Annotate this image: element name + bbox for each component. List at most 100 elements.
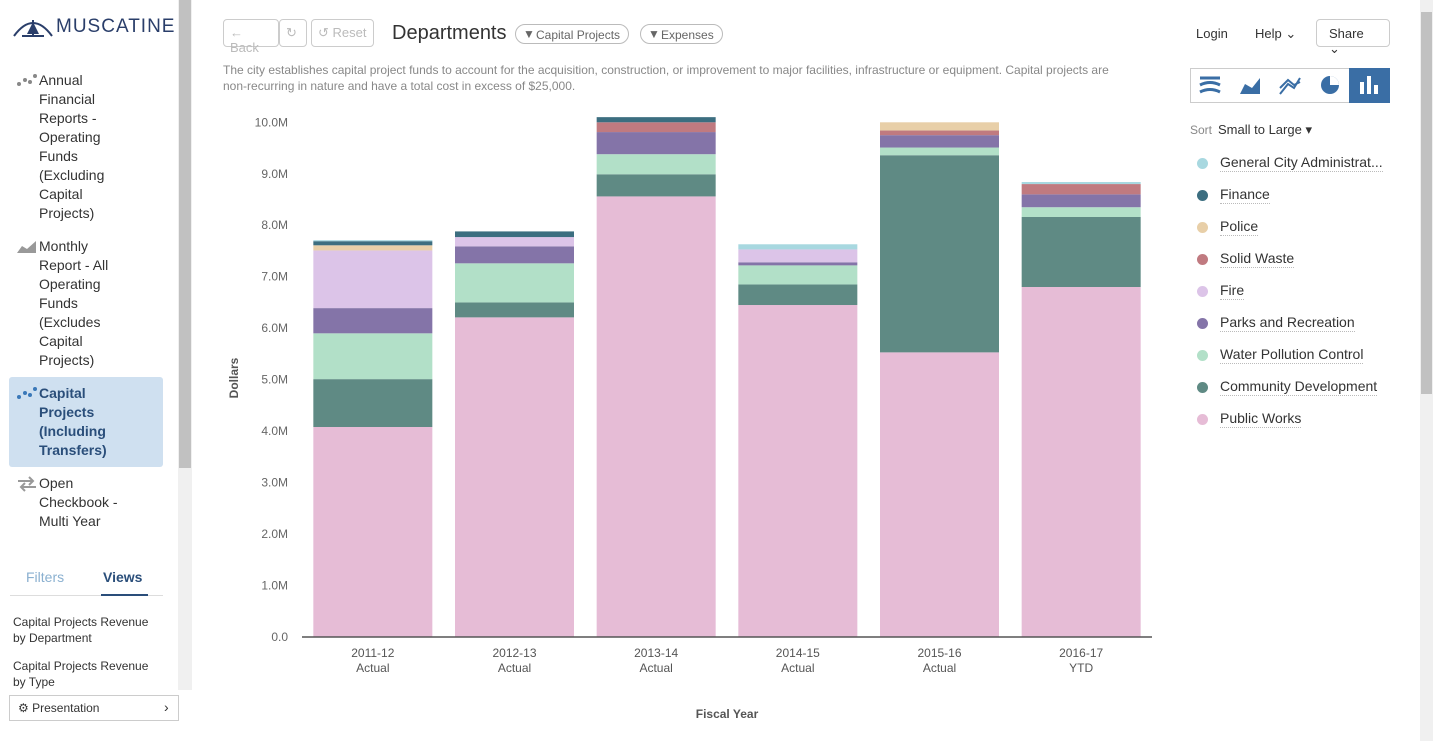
bar-segment [1021,184,1141,195]
bar-segment [596,154,716,175]
back-button[interactable]: ← Back [223,19,279,55]
y-tick-label: 6.0M [261,321,288,335]
bar-segment [1021,194,1141,208]
bar-segment [313,250,433,309]
bar-segment [455,302,574,318]
filter-pill[interactable]: ▼ Expenses [640,24,723,44]
login-link[interactable]: Login [1196,26,1228,41]
x-axis-label: Fiscal Year [696,707,759,721]
bar-segment [455,231,574,238]
chart-type-button[interactable] [1321,76,1339,94]
description: The city establishes capital project fun… [223,63,1109,93]
chart-type-button[interactable] [1199,76,1221,94]
legend-entry[interactable]: General City Administrat... [1220,154,1383,172]
y-tick-label: 3.0M [261,476,288,490]
legend-swatch [1197,222,1208,233]
y-tick-label: 8.0M [261,218,288,232]
y-tick-label: 7.0M [261,270,288,284]
nav-item[interactable]: Monthly Report - All Operating Funds (Ex… [39,238,109,368]
share-button[interactable]: Share ⌄ [1316,19,1390,56]
sort-menu[interactable]: Small to Large ▾ [1218,122,1312,137]
legend-swatch [1197,382,1208,393]
bar-segment [313,308,433,334]
bar-segment [1021,217,1141,287]
x-tick-label: 2015-16 Actual [917,646,962,675]
nav-active-bg [9,377,163,467]
help-menu[interactable]: Help ⌄ [1255,26,1297,41]
bar-segment [313,333,433,380]
nav-item[interactable]: Open Checkbook - Multi Year [39,475,118,529]
bar-segment [313,379,433,427]
nav-item[interactable]: Capital Projects (Including Transfers) [39,385,107,458]
nav-icon [17,387,37,399]
x-tick-label: 2014-15 Actual [775,646,820,675]
legend-entry[interactable]: Public Works [1220,410,1302,428]
filter-pill[interactable]: ▼ Capital Projects [515,24,630,44]
bar-segment [738,244,858,250]
bar-segment [313,241,433,246]
legend-entry[interactable]: Community Development [1220,378,1378,396]
sort-value: Small to Large [1218,122,1302,137]
presentation-button[interactable] [9,695,179,721]
sidebar: MUSCATINE Annual Financial Reports - Ope… [0,0,179,741]
presentation-text: Presentation [32,701,100,715]
help-text: Help [1255,26,1282,41]
legend-swatch [1197,318,1208,329]
bar-segment [1021,287,1141,637]
legend-swatch [1197,254,1208,265]
y-tick-label: 1.0M [261,579,288,593]
y-tick-label: 0.0 [271,630,288,644]
bar-segment [455,237,574,247]
presentation-label: ⚙ Presentation [18,701,100,715]
page-title: Departments [392,22,507,44]
nav-item[interactable]: Annual Financial Reports - Operating Fun… [39,72,105,221]
bar-segment [880,135,999,148]
tab[interactable]: Filters [26,569,65,585]
bar-segment [313,240,433,242]
bar-segment [596,196,716,638]
share-text: Share [1329,26,1364,41]
bar-segment [880,155,999,353]
reset-text: Reset [332,25,367,40]
legend-swatch [1197,414,1208,425]
legend-swatch [1197,350,1208,361]
legend-entry[interactable]: Police [1220,218,1259,236]
legend-entry[interactable]: Parks and Recreation [1220,314,1355,332]
y-tick-label: 4.0M [261,424,288,438]
nav-icon [17,74,37,86]
reset-button[interactable]: ↺ Reset [311,19,374,47]
x-tick-label: 2013-14 Actual [634,646,679,675]
redo-button[interactable]: ↻ [279,19,307,47]
filter-text: Capital Projects [536,28,621,42]
tab-underline [101,594,148,596]
bar-segment [596,122,716,133]
legend-entry[interactable]: Finance [1220,186,1270,204]
bar-segment [738,262,858,266]
chart-type-button[interactable] [1240,78,1260,94]
bar-segment [880,352,999,637]
bar-segment [455,263,574,303]
logo-icon [13,20,53,37]
view-link[interactable]: Capital Projects Revenue by Department [13,615,149,645]
sort-label: Sort [1190,123,1213,137]
y-axis-label: Dollars [227,357,241,398]
chevron: › [164,699,169,715]
y-tick-label: 10.0M [255,115,288,129]
scroll-thumb[interactable] [1421,12,1432,394]
chart-type-button[interactable] [1279,77,1301,95]
scroll-thumb[interactable] [179,0,191,468]
divider [10,595,163,596]
view-link[interactable]: Capital Projects Revenue by Type [13,659,149,689]
bar-segment [596,174,716,197]
legend-entry[interactable]: Water Pollution Control [1220,346,1364,364]
logo-text: MUSCATINE [56,16,176,37]
bar-segment [313,245,433,251]
legend-entry[interactable]: Fire [1220,282,1245,300]
legend-entry[interactable]: Solid Waste [1220,250,1295,268]
legend-swatch [1197,286,1208,297]
tab[interactable]: Views [103,569,143,585]
bar-segment [738,249,858,263]
bar-segment [455,246,574,264]
